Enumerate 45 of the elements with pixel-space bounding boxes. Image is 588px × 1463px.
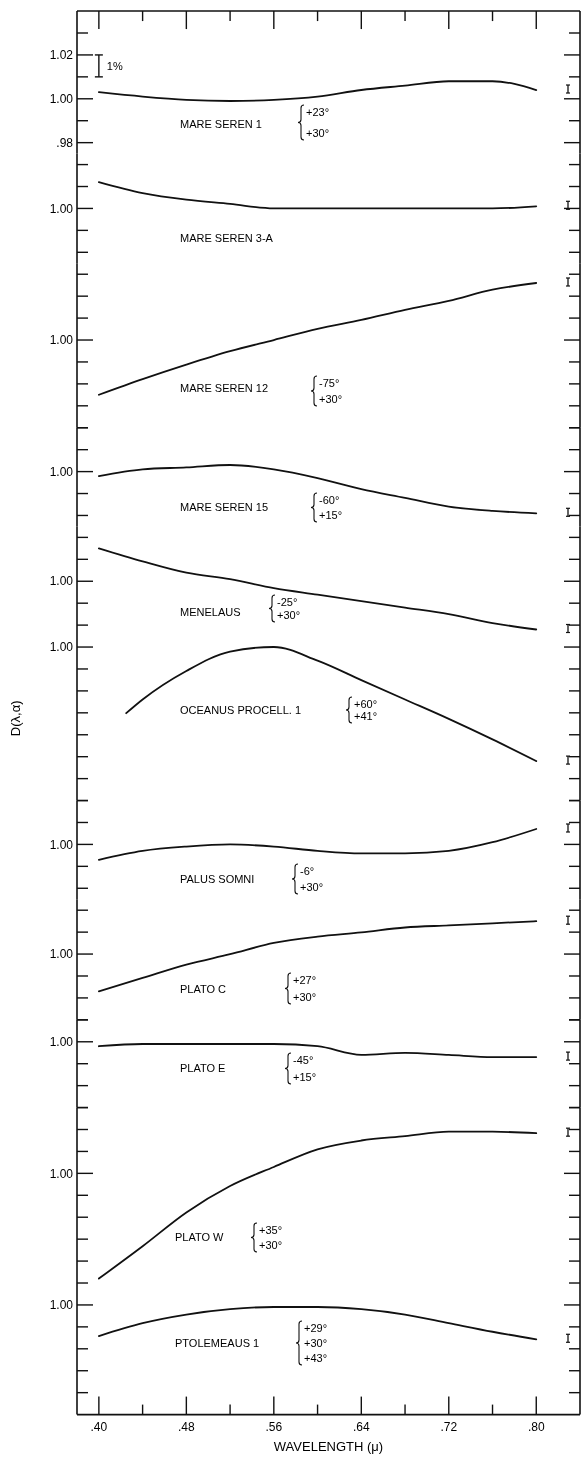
text: -6° [300,864,315,877]
y-tick-label: 1.02 [49,48,74,63]
x-tick-label: .72 [440,1419,458,1434]
annotation: +29° [304,1321,328,1334]
text: OCEANUS PROCELL. 1 [180,703,302,716]
annotation: +23° [306,105,330,118]
text: +15° [293,1070,317,1083]
annotation: +43° [304,1351,328,1364]
annotation: +60° [354,697,378,710]
series-label: MARE SEREN 1 [180,117,262,130]
x-tick-label: .56 [265,1419,283,1434]
x-tick-label: .64 [352,1419,370,1434]
annotation: -45° [293,1053,314,1066]
annotation: -25° [277,595,298,608]
annotation: -75° [319,376,340,389]
text: PALUS SOMNI [180,872,255,885]
annotation: -60° [319,493,340,506]
y-axis-title: D(λ,α) [8,700,23,737]
text: MARE SEREN 15 [180,500,269,513]
series-label: PLATO W [175,1230,225,1243]
annotation: +35° [259,1223,283,1236]
series-label: MARE SEREN 12 [180,381,269,394]
line-series [97,80,538,102]
series-label: PTOLEMEAUS 1 [175,1336,260,1349]
annotation: +15° [319,508,343,521]
annotation: +30° [306,126,330,139]
y-tick-label: 1.00 [49,91,74,106]
x-tick-label: .40 [90,1419,108,1434]
text: MARE SEREN 3-A [180,231,274,244]
annotation: +30° [259,1238,283,1251]
series-label: PLATO E [180,1061,226,1074]
annotation: +27° [293,973,317,986]
x-tick-label: .80 [527,1419,545,1434]
annotation: +30° [304,1336,328,1349]
text: +30° [300,880,324,893]
annotation: +30° [293,990,317,1003]
annotation: +30° [319,392,343,405]
text: MENELAUS [180,605,241,618]
annotation: +30° [277,608,301,621]
x-axis-title: WAVELENGTH (μ) [273,1438,384,1454]
annotation: 1% [106,59,123,72]
series-label: PLATO C [180,982,227,995]
y-tick-label: .98 [56,135,74,150]
annotation: +41° [354,709,378,722]
x-tick-label: .48 [178,1419,196,1434]
